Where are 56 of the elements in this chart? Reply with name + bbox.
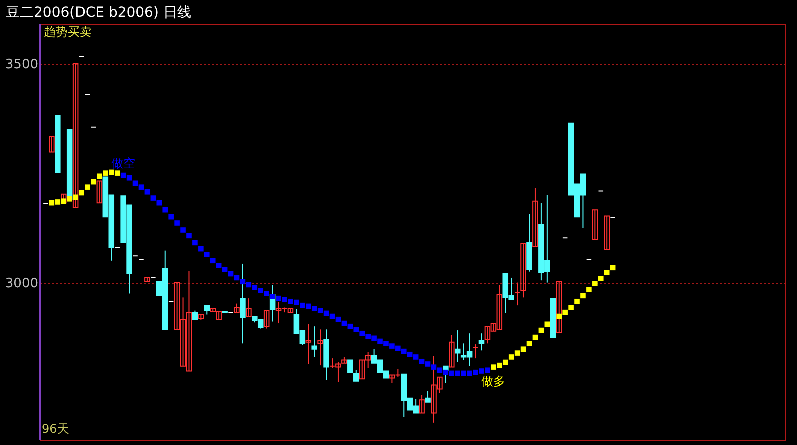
point	[85, 184, 90, 190]
candlestick	[514, 282, 520, 306]
candlestick	[49, 136, 55, 153]
point	[61, 198, 67, 204]
annotation: 96天	[42, 422, 70, 436]
point	[604, 270, 610, 276]
candlestick	[604, 216, 610, 250]
candlestick	[520, 243, 526, 298]
point	[97, 174, 102, 180]
point	[502, 360, 508, 366]
candlestick	[246, 298, 252, 318]
series-label: 做空	[112, 156, 136, 171]
chart-title: 豆二2006(DCE b2006) 日线	[6, 5, 192, 21]
y-tick-label: 3500	[5, 57, 38, 72]
point	[514, 350, 520, 356]
series-label: 做多	[482, 374, 506, 388]
candlestick	[96, 180, 103, 204]
candlestick	[204, 305, 210, 316]
candlestick	[425, 390, 431, 403]
candlestick	[312, 326, 318, 358]
point	[544, 322, 550, 328]
candlestick	[478, 333, 485, 352]
candlestick	[264, 310, 270, 330]
point	[592, 281, 598, 286]
candlestick	[419, 394, 425, 414]
point	[103, 170, 108, 176]
point	[526, 341, 532, 346]
candlestick	[348, 360, 354, 374]
y-tick-label: 3000	[5, 276, 38, 292]
candlestick	[449, 334, 455, 368]
point	[491, 364, 496, 370]
point	[556, 314, 562, 320]
candlestick	[318, 329, 324, 366]
point	[520, 346, 526, 352]
point	[108, 170, 114, 176]
point	[580, 293, 586, 299]
candlestick	[472, 344, 479, 360]
point	[79, 190, 84, 196]
point	[598, 276, 604, 282]
candlestick	[532, 188, 538, 248]
candlestick	[306, 324, 312, 365]
candlestick	[592, 210, 598, 240]
point	[586, 287, 592, 292]
point	[67, 196, 72, 202]
point	[91, 179, 96, 185]
point	[114, 170, 120, 176]
point	[562, 310, 568, 316]
point	[574, 298, 580, 304]
candlestick	[354, 370, 360, 382]
point	[508, 354, 514, 360]
point	[55, 200, 61, 205]
point	[568, 305, 574, 310]
candlestick	[454, 330, 461, 363]
chart-subtitle: 趋势买卖	[44, 25, 92, 39]
point	[73, 194, 78, 200]
point	[497, 362, 502, 368]
